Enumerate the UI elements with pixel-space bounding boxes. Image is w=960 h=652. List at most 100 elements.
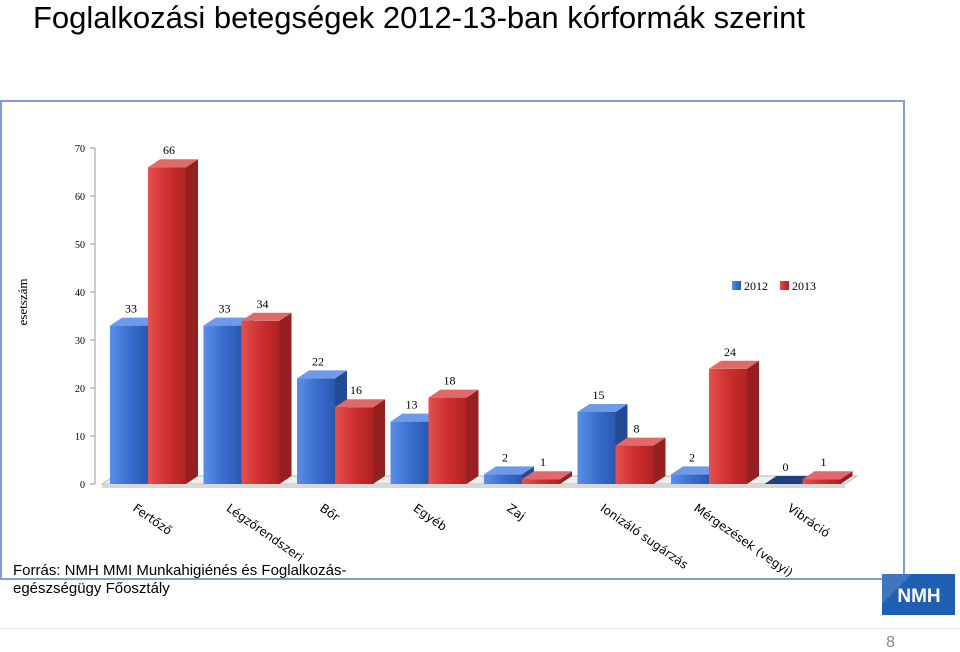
nmh-logo: NMH <box>882 574 955 615</box>
bars-group <box>110 159 853 484</box>
x-tick-label: Fertőző <box>130 501 174 538</box>
bar-side <box>653 437 666 484</box>
bar-front <box>709 368 747 484</box>
y-axis: 0 10 20 30 40 50 60 70 <box>75 144 96 491</box>
x-tick-label: Mérgezések (vegyi) <box>691 501 795 580</box>
bar-2013-4 <box>522 471 572 484</box>
bar-front <box>484 474 522 484</box>
chart-legend: 2012 2013 <box>732 279 816 293</box>
bar-top <box>615 437 666 446</box>
x-tick-label: Légzőrendszeri <box>224 501 306 564</box>
bar-2013-1 <box>241 312 292 484</box>
bar-front <box>110 325 148 484</box>
data-label: 33 <box>219 302 231 316</box>
source-line-2: egészségügy Főosztály <box>13 580 170 597</box>
x-tick-label: Zaj <box>504 501 528 523</box>
nmh-logo-text: NMH <box>897 586 940 607</box>
bar-side <box>466 389 479 484</box>
data-label: 2 <box>689 450 695 464</box>
bar-side <box>560 471 572 484</box>
bar-front <box>522 479 560 484</box>
floor-edge <box>102 484 845 488</box>
bar-top <box>671 466 721 475</box>
bar-front <box>802 479 841 484</box>
bar-top <box>335 399 385 408</box>
bar-side <box>186 159 198 484</box>
data-label: 24 <box>724 345 736 359</box>
x-tick-label: Ionizáló sugárzás <box>598 501 691 572</box>
y-axis-title: esetszám <box>15 279 30 326</box>
y-tick-label: 50 <box>75 240 85 251</box>
bar-front <box>335 407 373 484</box>
bar-front <box>390 421 429 484</box>
bar-top <box>203 317 254 326</box>
bar-top <box>709 360 759 369</box>
data-labels-group: 33 66 33 34 22 16 13 18 2 1 15 8 2 24 0 1 <box>125 143 827 474</box>
bar-top <box>148 159 198 168</box>
y-tick-label: 0 <box>80 480 85 491</box>
y-tick-label: 40 <box>75 288 85 299</box>
bar-2013-3 <box>428 389 479 484</box>
footer-rule <box>0 628 960 629</box>
data-label: 22 <box>312 354 324 368</box>
bar-side <box>373 399 385 484</box>
bar-side <box>747 360 759 484</box>
y-tick-label: 60 <box>75 192 85 203</box>
source-line-1: Forrás: NMH MMI Munkahigiénés és Foglalk… <box>13 562 347 579</box>
data-label: 1 <box>540 455 546 469</box>
bar-2013-2 <box>335 399 385 484</box>
bar-top <box>428 389 479 398</box>
y-tick-label: 10 <box>75 432 85 443</box>
data-label: 0 <box>783 460 789 474</box>
bar-2013-0 <box>148 159 198 484</box>
bar-front <box>241 320 280 484</box>
slide-title: Foglalkozási betegségek 2012-13-ban kórf… <box>33 0 805 35</box>
y-tick-label: 20 <box>75 384 85 395</box>
legend-label-2013: 2013 <box>792 279 816 293</box>
data-label: 34 <box>257 297 269 311</box>
bar-side <box>279 312 292 484</box>
x-tick-label: Bőr <box>317 501 342 524</box>
bar-top <box>577 404 628 412</box>
data-label: 8 <box>634 422 640 436</box>
bar-front <box>203 325 242 484</box>
legend-label-2012: 2012 <box>744 279 768 293</box>
y-tick-label: 70 <box>75 144 85 155</box>
bar-top <box>241 312 292 321</box>
page-number: 8 <box>886 634 895 651</box>
bar-front <box>428 397 467 484</box>
bar-front <box>671 474 709 484</box>
bar-top <box>484 466 534 475</box>
data-label: 33 <box>125 302 137 316</box>
bar-2013-5 <box>615 437 666 484</box>
data-label: 18 <box>444 374 456 388</box>
bar-front <box>615 445 654 484</box>
data-label: 15 <box>593 388 605 402</box>
y-tick-label: 30 <box>75 336 85 347</box>
data-label: 2 <box>502 450 508 464</box>
bar-top <box>764 476 815 484</box>
bar-front <box>148 167 186 484</box>
bar-front <box>297 378 335 484</box>
data-label: 66 <box>163 143 175 157</box>
bar-top <box>297 370 347 379</box>
data-label: 1 <box>821 455 827 469</box>
bar-2012-7 <box>764 476 815 484</box>
bar-top <box>390 413 441 422</box>
x-tick-label: Vibráció <box>785 501 833 540</box>
source-note: Forrás: NMH MMI Munkahigiénés és Foglalk… <box>13 562 346 598</box>
bar-top <box>802 471 853 480</box>
legend-swatch-2013 <box>780 281 789 290</box>
chart-frame: 0 10 20 30 40 50 60 70 33 66 33 34 22 16 13 18 2 1 15 8 2 24… <box>0 100 905 580</box>
x-tick-label: Egyéb <box>411 501 450 534</box>
bar-2013-7 <box>802 471 853 484</box>
bar-front <box>577 412 616 484</box>
legend-swatch-2012 <box>732 281 741 290</box>
bar-top <box>522 471 572 480</box>
data-label: 13 <box>406 398 418 412</box>
data-label: 16 <box>350 383 362 397</box>
bar-top <box>110 317 160 326</box>
bar-side <box>840 471 853 484</box>
bar-2013-6 <box>709 360 759 484</box>
